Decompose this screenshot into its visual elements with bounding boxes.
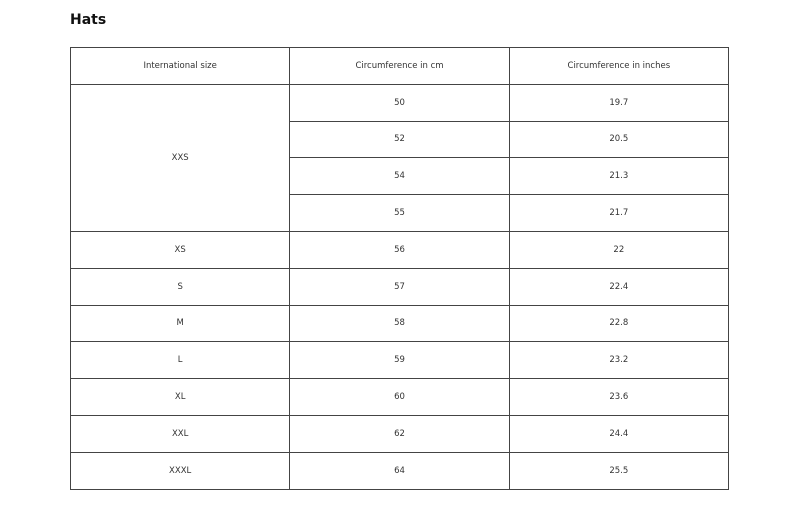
inches-cell: 23.2 <box>508 341 730 380</box>
size-cell: XS <box>69 230 291 269</box>
size-cell: XXS <box>69 83 291 232</box>
column-header: International size <box>69 47 291 85</box>
header-row: International size Circumference in cm Cir… <box>69 47 730 85</box>
size-cell: XL <box>69 378 291 416</box>
cm-cell: 56 <box>289 230 510 269</box>
page-title: Hats <box>70 12 107 28</box>
table-row: XL 60 23.6 <box>69 378 730 416</box>
cm-cell: 62 <box>289 414 510 453</box>
cm-cell: 52 <box>289 120 510 159</box>
size-cell: S <box>69 267 291 306</box>
cm-cell: 59 <box>289 341 510 380</box>
table-row: 52 20.5 <box>71 120 730 159</box>
cm-cell: 55 <box>289 194 510 232</box>
cm-cell: 54 <box>289 157 510 196</box>
table-row: M 58 22.8 <box>69 304 730 343</box>
inches-cell: 23.6 <box>508 378 730 416</box>
cm-cell: 60 <box>289 378 510 416</box>
table-row: XXS 50 19.7 <box>69 83 730 232</box>
table-row: XS 56 22 <box>69 230 730 269</box>
column-header: Circumference in inches <box>508 47 730 85</box>
inches-cell: 24.4 <box>508 414 730 453</box>
size-cell: XXL <box>69 414 291 453</box>
inches-cell: 22.8 <box>508 304 730 343</box>
inches-cell: 20.5 <box>508 120 730 159</box>
cm-cell: 57 <box>289 267 510 306</box>
size-cell: XXXL <box>69 451 291 490</box>
inches-cell: 25.5 <box>508 451 730 490</box>
table-row: XXXL 64 25.5 <box>69 451 730 490</box>
table-row: L 59 23.2 <box>69 341 730 380</box>
inches-cell: 19.7 <box>508 83 730 122</box>
inches-cell: 21.7 <box>508 194 730 232</box>
inches-cell: 22.4 <box>508 267 730 306</box>
cm-cell: 58 <box>289 304 510 343</box>
table-row: 55 21.7 <box>71 194 730 232</box>
size-cell: M <box>69 304 291 343</box>
inches-cell: 21.3 <box>508 157 730 196</box>
cm-cell: 50 <box>289 83 510 122</box>
table-row: S 57 22.4 <box>69 267 730 306</box>
column-header: Circumference in cm <box>289 47 510 85</box>
inches-cell: 22 <box>508 230 730 269</box>
table-row: XXL 62 24.4 <box>69 414 730 453</box>
cm-cell: 64 <box>289 451 510 490</box>
size-table: International size Circumference in cm Cir… <box>69 47 730 490</box>
size-cell: L <box>69 341 291 380</box>
